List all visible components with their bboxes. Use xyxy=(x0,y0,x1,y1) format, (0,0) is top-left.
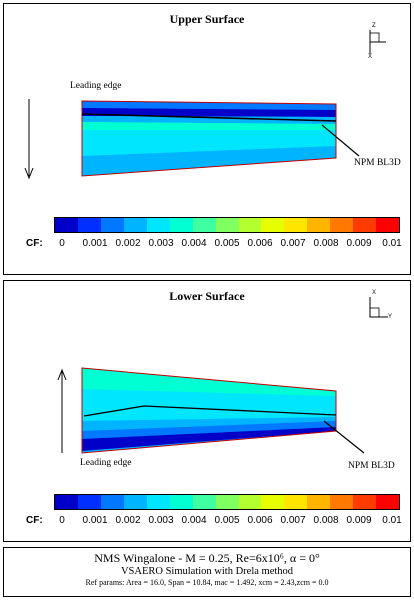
colorbar-cell xyxy=(146,495,170,509)
colorbar-cell xyxy=(77,218,101,232)
colorbar-tick-label: 0.005 xyxy=(214,238,240,249)
upper-leading-edge-label: Leading edge xyxy=(70,81,122,91)
upper-axis-x-label: X xyxy=(368,54,373,60)
axis-triad-icon xyxy=(369,297,388,318)
colorbar-tick-label: 0.003 xyxy=(148,238,174,249)
colorbar-tick-label: 0.006 xyxy=(247,515,273,526)
upper-wing-surface xyxy=(24,99,360,180)
lower-npm-pointer xyxy=(323,420,365,454)
upper-npm-pointer xyxy=(321,124,360,157)
lower-axis-y-label: Y xyxy=(388,314,393,320)
colorbar-cell xyxy=(215,495,239,509)
colorbar-tick-label: 0.007 xyxy=(280,238,306,249)
colorbar-cell xyxy=(261,495,285,509)
lower-npm-boundary-line xyxy=(83,405,337,417)
colorbar-cell xyxy=(169,218,193,232)
colorbar-cell xyxy=(353,218,377,232)
colorbar-cell xyxy=(376,218,400,232)
upper-cf-label: CF: xyxy=(26,238,43,249)
colorbar-tick-label: 0.008 xyxy=(313,515,339,526)
caption-ref-params: Ref params: Area = 16.0, Span = 10.84, m… xyxy=(85,577,329,587)
lower-colorbar xyxy=(54,494,400,510)
colorbar-tick-label: 0 xyxy=(59,238,65,249)
colorbar-cell xyxy=(284,218,308,232)
colorbar-cell xyxy=(261,218,285,232)
colorbar-cell xyxy=(215,218,239,232)
upper-npm-label: NPM BL3D xyxy=(354,158,401,168)
colorbar-tick-label: 0.005 xyxy=(214,515,240,526)
lower-axis-triad: X Y xyxy=(360,290,394,325)
colorbar-tick-label: 0.001 xyxy=(82,515,108,526)
colorbar-cell xyxy=(123,218,147,232)
upper-colorbar xyxy=(54,217,400,233)
colorbar-cell xyxy=(55,495,78,509)
colorbar-tick-label: 0.003 xyxy=(148,515,174,526)
lower-wing-surface xyxy=(57,367,365,454)
colorbar-tick-label: 0.01 xyxy=(382,238,402,249)
colorbar-cell xyxy=(192,218,216,232)
colorbar-cell xyxy=(376,495,400,509)
colorbar-cell xyxy=(238,218,262,232)
lower-axis-x-label: X xyxy=(372,290,377,296)
caption-method: VSAERO Simulation with Drela method xyxy=(120,565,294,577)
lower-surface-title: Lower Surface xyxy=(169,289,245,303)
caption-title: NMS Wingalone - M = 0.25, Re=6x10⁶, α = … xyxy=(94,551,320,565)
lower-colorbar-ticks: 0 0.001 0.002 0.003 0.004 0.005 0.006 0.007 0.00… xyxy=(54,515,402,529)
colorbar-cell xyxy=(330,495,354,509)
colorbar-cell xyxy=(100,218,124,232)
upper-axis-z-label: Z xyxy=(372,23,376,29)
colorbar-cell xyxy=(100,495,124,509)
colorbar-tick-label: 0.001 xyxy=(82,238,108,249)
upper-npm-boundary-line xyxy=(81,113,337,122)
colorbar-cell xyxy=(307,495,331,509)
upper-colorbar-ticks: 0 0.001 0.002 0.003 0.004 0.005 0.006 0.007 0.00… xyxy=(54,238,402,252)
upper-surface-title: Upper Surface xyxy=(169,12,245,26)
colorbar-cell xyxy=(146,218,170,232)
upper-axis-triad: Z X xyxy=(360,23,394,60)
colorbar-cell xyxy=(55,218,78,232)
colorbar-tick-label: 0.008 xyxy=(313,238,339,249)
colorbar-tick-label: 0 xyxy=(59,515,65,526)
colorbar-tick-label: 0.01 xyxy=(382,515,402,526)
colorbar-cell xyxy=(353,495,377,509)
colorbar-cell xyxy=(307,218,331,232)
colorbar-cell xyxy=(169,495,193,509)
axis-triad-icon xyxy=(369,30,386,54)
upper-surface-panel: Upper Surface Z X Leading edge N xyxy=(3,3,411,275)
colorbar-tick-label: 0.007 xyxy=(280,515,306,526)
colorbar-cell xyxy=(284,495,308,509)
colorbar-cell xyxy=(77,495,101,509)
colorbar-tick-label: 0.002 xyxy=(115,238,141,249)
colorbar-tick-label: 0.002 xyxy=(115,515,141,526)
lower-leading-edge-label: Leading edge xyxy=(80,458,132,468)
colorbar-tick-label: 0.009 xyxy=(346,515,372,526)
colorbar-tick-label: 0.004 xyxy=(181,515,207,526)
colorbar-tick-label: 0.004 xyxy=(181,238,207,249)
colorbar-tick-label: 0.009 xyxy=(346,238,372,249)
lower-npm-label: NPM BL3D xyxy=(348,461,395,471)
colorbar-tick-label: 0.006 xyxy=(247,238,273,249)
colorbar-cell xyxy=(330,218,354,232)
colorbar-cell xyxy=(123,495,147,509)
lower-surface-panel: Lower Surface X Y Leading edge NPM BL3D xyxy=(3,280,411,542)
colorbar-cell xyxy=(192,495,216,509)
colorbar-cell xyxy=(238,495,262,509)
lower-cf-label: CF: xyxy=(26,515,43,526)
caption-box: NMS Wingalone - M = 0.25, Re=6x10⁶, α = … xyxy=(3,547,411,597)
